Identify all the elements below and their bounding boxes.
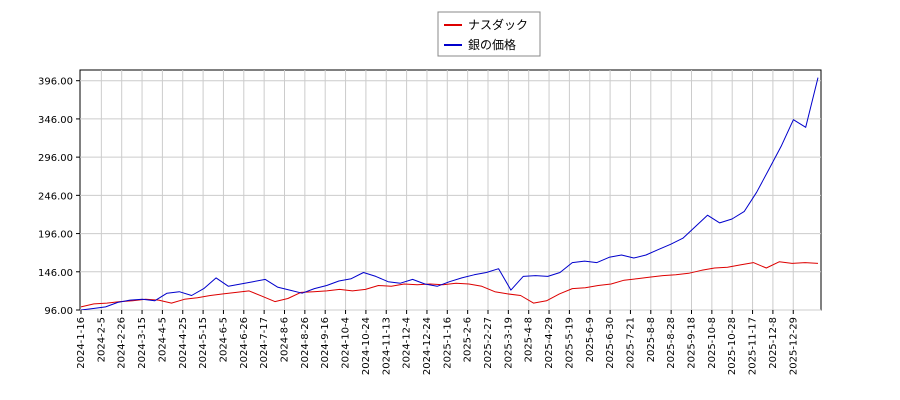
series-line-nasdaq	[80, 261, 819, 308]
x-tick-label: 2024-9-16	[320, 317, 331, 369]
x-tick-label: 2024-10-24	[361, 317, 372, 375]
x-tick-label: 2025-8-8	[646, 317, 657, 362]
legend-label-silver: 銀の価格	[468, 37, 516, 52]
x-tick-label: 2024-7-17	[259, 317, 270, 369]
x-tick-label: 2024-8-6	[280, 317, 291, 362]
x-tick-label: 2025-5-19	[564, 317, 575, 369]
x-tick-label: 2025-9-18	[687, 317, 698, 369]
x-tick-label: 2024-2-5	[96, 317, 107, 362]
y-tick-label: 246.00	[38, 191, 73, 202]
x-tick-label: 2024-11-13	[381, 317, 392, 375]
x-tick-label: 2024-4-5	[157, 317, 168, 362]
x-tick-label: 2024-12-24	[422, 317, 433, 375]
x-tick-label: 2025-1-16	[442, 317, 453, 369]
y-gridlines	[80, 80, 821, 311]
x-tick-label: 2024-4-25	[178, 317, 189, 369]
x-tick-label: 2025-6-30	[605, 317, 616, 369]
x-tick-label: 2025-4-29	[544, 317, 555, 369]
x-tick-label: 2024-5-15	[198, 317, 209, 369]
x-tick-label: 2025-12-29	[788, 317, 799, 375]
x-tick-label: 2025-10-28	[727, 317, 738, 375]
y-tick-label: 96.00	[44, 306, 73, 317]
series-layer	[80, 77, 819, 310]
x-tick-label: 2025-10-8	[707, 317, 718, 369]
x-tick-label: 2025-6-9	[585, 317, 596, 362]
x-axis-ticks: 2024-1-16 2024-2-5 2024-2-26 2024-3-15 2024-…	[76, 310, 799, 375]
series-line-silver	[80, 77, 819, 310]
legend-box	[437, 11, 541, 57]
plot-area	[79, 69, 822, 311]
x-tick-label: 2025-12-8	[768, 317, 779, 369]
x-tick-label: 2024-6-5	[218, 317, 229, 362]
legend-label-nasdaq: ナスダック	[468, 17, 528, 32]
x-tick-label: 2024-1-16	[76, 317, 87, 369]
x-tick-label: 2025-2-27	[483, 317, 494, 369]
y-tick-label: 146.00	[38, 268, 73, 279]
x-tick-label: 2025-4-8	[524, 317, 535, 362]
x-tick-label: 2024-3-15	[137, 317, 148, 369]
x-tick-label: 2025-2-6	[463, 317, 474, 362]
x-gridlines	[100, 70, 794, 310]
x-tick-label: 2025-7-21	[625, 317, 636, 369]
x-tick-label: 2024-12-4	[402, 317, 413, 369]
x-tick-label: 2025-11-17	[748, 317, 759, 375]
y-axis-ticks: 96.00 146.00 196.00 246.00 296.00 346.00 396.0…	[38, 77, 80, 317]
y-tick-label: 396.00	[38, 77, 73, 88]
y-tick-label: 196.00	[38, 230, 73, 241]
x-tick-label: 2025-3-19	[503, 317, 514, 369]
x-tick-label: 2024-2-26	[117, 317, 128, 369]
y-tick-label: 346.00	[38, 115, 73, 126]
legend: ナスダック 銀の価格	[437, 11, 541, 57]
x-tick-label: 2024-10-4	[341, 317, 352, 369]
x-tick-label: 2025-8-28	[666, 317, 677, 369]
x-tick-label: 2024-6-26	[239, 317, 250, 369]
y-tick-label: 296.00	[38, 153, 73, 164]
x-tick-label: 2024-8-26	[300, 317, 311, 369]
